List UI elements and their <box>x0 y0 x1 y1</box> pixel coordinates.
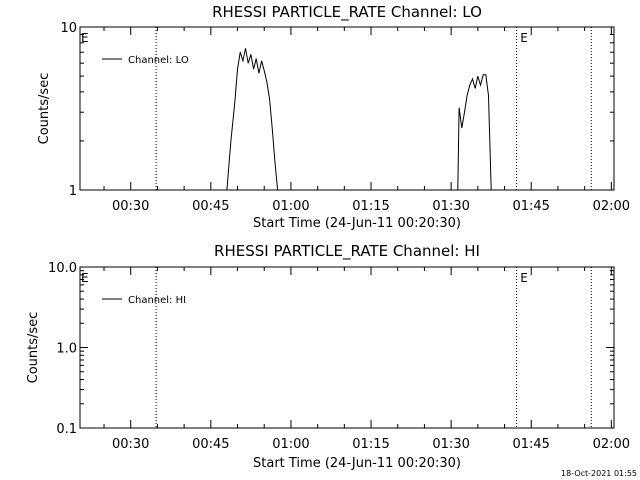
x-tick-label: 02:00 <box>593 437 630 452</box>
x-tick-label: 01:15 <box>352 199 389 214</box>
event-annotation: E <box>81 271 89 285</box>
x-tick-label: 01:15 <box>352 437 389 452</box>
y-axis-label: Counts/sec <box>26 312 41 384</box>
y-tick-label: 0.1 <box>56 422 77 437</box>
y-tick-label: 10 <box>60 21 77 36</box>
plot-frame <box>79 266 615 429</box>
y-tick-label: 10.0 <box>48 261 77 276</box>
series-line <box>226 48 279 191</box>
x-tick-label: 01:30 <box>432 437 469 452</box>
x-axis-label: Start Time (24-Jun-11 00:20:30) <box>253 456 461 471</box>
x-axis-label: Start Time (24-Jun-11 00:20:30) <box>253 216 461 231</box>
series-line <box>457 74 492 191</box>
event-annotation: E <box>520 31 528 45</box>
x-tick-label: 01:45 <box>512 437 549 452</box>
y-tick-label: 1 <box>69 184 77 199</box>
x-tick-label: 01:45 <box>512 199 549 214</box>
x-tick-label: 01:00 <box>272 199 309 214</box>
panel-hi: RHESSI PARTICLE_RATE Channel: HI 00:30 00:… <box>26 242 630 471</box>
event-annotation: E <box>81 31 89 45</box>
x-tick-label: 00:30 <box>112 199 149 214</box>
plot-frame <box>79 26 615 191</box>
x-tick-label: 02:00 <box>593 199 630 214</box>
event-annotation: E <box>520 271 528 285</box>
x-tick-label: 00:30 <box>112 437 149 452</box>
footer-timestamp: 18-Oct-2021 01:55 <box>561 469 637 478</box>
x-tick-label: 01:30 <box>432 199 469 214</box>
x-tick-label: 01:00 <box>272 437 309 452</box>
y-tick-label: 1.0 <box>56 342 77 357</box>
y-axis-label: Counts/sec <box>37 73 52 145</box>
panel-lo: RHESSI PARTICLE_RATE Channel: LO 00:30 00:… <box>37 3 630 231</box>
chart-title: RHESSI PARTICLE_RATE Channel: LO <box>212 3 482 22</box>
chart-title: RHESSI PARTICLE_RATE Channel: HI <box>214 242 480 261</box>
legend-label: Channel: LO <box>128 55 189 66</box>
x-tick-label: 00:45 <box>192 437 229 452</box>
legend-label: Channel: HI <box>128 295 186 306</box>
x-tick-label: 00:45 <box>192 199 229 214</box>
